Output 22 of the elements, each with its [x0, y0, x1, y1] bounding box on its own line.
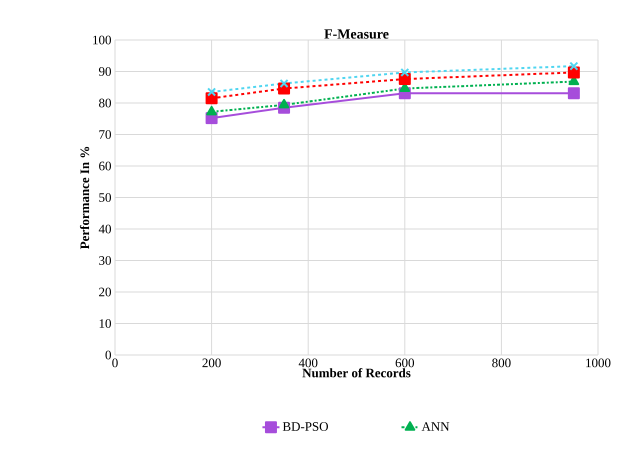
x-axis-title: Number of Records [302, 368, 410, 378]
x-tick-label: 600 [396, 358, 414, 368]
y-tick-label: 60 [99, 162, 111, 170]
y-tick-label: 10 [100, 319, 111, 328]
x-tick-label: 1000 [586, 358, 610, 368]
chart-title: F-Measure [324, 29, 389, 39]
x-tick-label: 400 [298, 358, 318, 368]
y-tick-label: 90 [98, 67, 111, 76]
y-tick-label: 70 [99, 130, 111, 139]
x-tick-label: 0 [112, 358, 118, 368]
y-axis-title: Performance In % [80, 146, 90, 250]
legend-label: ANN [422, 422, 450, 431]
y-tick-label: 40 [98, 224, 111, 234]
y-tick-label: 100 [93, 36, 111, 44]
x-tick-label: 200 [202, 358, 221, 368]
y-tick-label: 50 [99, 193, 111, 202]
x-tick-label: 800 [492, 358, 511, 368]
y-tick-label: 0 [106, 350, 111, 360]
y-tick-label: 20 [99, 288, 111, 296]
y-tick-label: 30 [99, 256, 111, 265]
legend-label: BD-PSO [282, 422, 328, 431]
y-tick-label: 80 [99, 98, 111, 108]
